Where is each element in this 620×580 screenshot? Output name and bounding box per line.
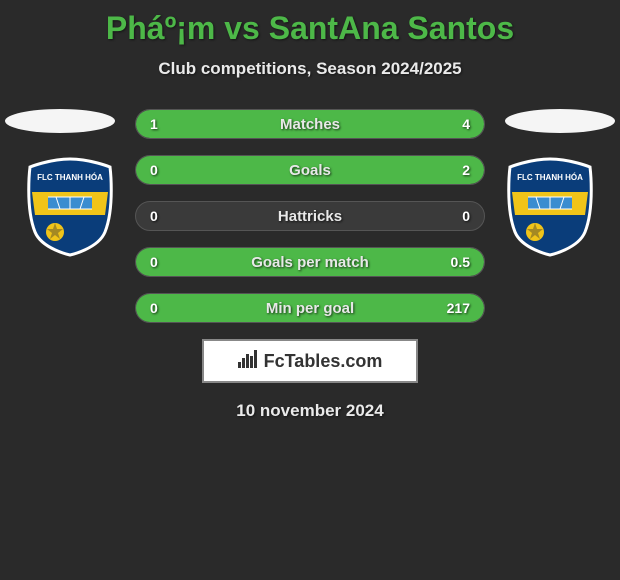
page-subtitle: Club competitions, Season 2024/2025 — [0, 59, 620, 79]
stat-value-right: 0 — [462, 208, 470, 224]
comparison-content: FLC THANH HÓA FLC THANH HÓA 1Matches40Go… — [0, 109, 620, 421]
svg-text:FLC THANH HÓA: FLC THANH HÓA — [37, 173, 103, 182]
stat-value-right: 2 — [462, 162, 470, 178]
footer-logo-text: FcTables.com — [264, 351, 383, 372]
stat-label: Goals per match — [136, 254, 484, 271]
stat-row: 1Matches4 — [135, 109, 485, 139]
svg-text:FLC THANH HÓA: FLC THANH HÓA — [517, 173, 583, 182]
stat-row: 0Goals2 — [135, 155, 485, 185]
footer-logo-box[interactable]: FcTables.com — [202, 339, 418, 383]
stat-label: Matches — [136, 116, 484, 133]
stat-label: Hattricks — [136, 208, 484, 225]
stat-row: 0Min per goal217 — [135, 293, 485, 323]
stat-label: Goals — [136, 162, 484, 179]
stat-value-right: 4 — [462, 116, 470, 132]
stat-value-right: 0.5 — [451, 254, 470, 270]
bars-icon — [238, 350, 260, 373]
shield-icon: FLC THANH HÓA — [20, 157, 120, 257]
footer-logo: FcTables.com — [238, 350, 383, 373]
stat-value-right: 217 — [447, 300, 470, 316]
page-title: Pháº¡m vs SantAna Santos — [0, 0, 620, 47]
footer-date: 10 november 2024 — [0, 401, 620, 421]
shield-icon: FLC THANH HÓA — [500, 157, 600, 257]
stat-label: Min per goal — [136, 300, 484, 317]
club-badge-right: FLC THANH HÓA — [500, 157, 600, 257]
player-flag-left — [5, 109, 115, 133]
stat-row: 0Goals per match0.5 — [135, 247, 485, 277]
stats-container: 1Matches40Goals20Hattricks00Goals per ma… — [135, 109, 485, 323]
stat-row: 0Hattricks0 — [135, 201, 485, 231]
player-flag-right — [505, 109, 615, 133]
club-badge-left: FLC THANH HÓA — [20, 157, 120, 257]
